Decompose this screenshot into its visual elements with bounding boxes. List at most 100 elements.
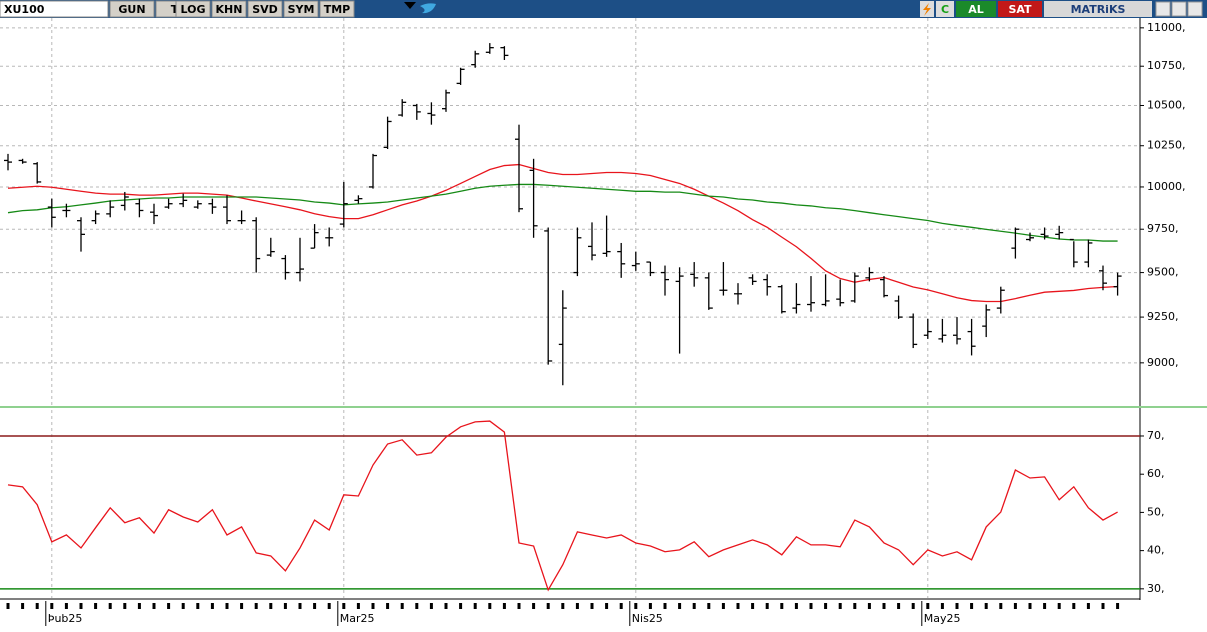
toolbar-button[interactable] — [211, 0, 247, 18]
x-tick — [196, 603, 200, 609]
x-tick — [1072, 603, 1076, 609]
dropdown[interactable] — [404, 2, 416, 9]
y-tick-label: 10000, — [1147, 180, 1186, 193]
x-tick — [1086, 603, 1090, 609]
x-tick — [50, 603, 54, 609]
x-tick — [327, 603, 331, 609]
x-tick — [721, 603, 725, 609]
toolbar-button-label: KHN — [216, 3, 243, 16]
flash-icon — [923, 3, 931, 16]
x-tick — [79, 603, 83, 609]
x-tick — [590, 603, 594, 609]
x-tick — [882, 603, 886, 609]
x-tick — [575, 603, 579, 609]
x-tick — [415, 603, 419, 609]
x-tick — [517, 603, 521, 609]
x-tick — [940, 603, 944, 609]
x-tick — [678, 603, 682, 609]
x-tick — [984, 603, 988, 609]
x-tick — [1057, 603, 1061, 609]
x-tick-label: Þub25 — [48, 612, 83, 625]
toolbar-button-label: LOG — [181, 3, 206, 16]
x-tick — [108, 603, 112, 609]
toolbar-button-label: SVD — [252, 3, 278, 16]
y-tick-label: 10500, — [1147, 98, 1186, 111]
toolbar-button[interactable] — [109, 0, 155, 18]
x-tick — [765, 603, 769, 609]
x-tick — [123, 603, 127, 609]
x-tick — [1101, 603, 1105, 609]
x-tick — [634, 603, 638, 609]
symbol-box[interactable] — [0, 0, 109, 18]
x-tick — [342, 603, 346, 609]
x-tick — [999, 603, 1003, 609]
moving-average-line — [7, 183, 1118, 242]
x-tick — [824, 603, 828, 609]
x-tick-label: Nis25 — [632, 612, 663, 625]
x-tick — [532, 603, 536, 609]
x-tick — [736, 603, 740, 609]
x-tick — [269, 603, 273, 609]
x-tick — [897, 603, 901, 609]
toolbar-button[interactable] — [175, 0, 211, 18]
x-tick — [707, 603, 711, 609]
x-tick — [225, 603, 229, 609]
toolbar-button-label: SYM — [288, 3, 315, 16]
x-tick — [21, 603, 25, 609]
x-tick — [1043, 603, 1047, 609]
x-tick — [298, 603, 302, 609]
x-tick — [853, 603, 857, 609]
y-tick-label: 9250, — [1147, 310, 1179, 323]
toolbar-button[interactable] — [283, 0, 319, 18]
x-tick — [794, 603, 798, 609]
y-tick-label: 11000, — [1147, 21, 1186, 34]
x-tick — [444, 603, 448, 609]
x-tick — [955, 603, 959, 609]
y-tick-label: 60, — [1147, 467, 1165, 480]
x-tick — [502, 603, 506, 609]
toolbar-button-label: TMP — [324, 3, 351, 16]
toolbar-button[interactable] — [319, 0, 355, 18]
sell-label: SAT — [1008, 3, 1032, 16]
buy-button[interactable] — [956, 1, 996, 17]
x-tick — [181, 603, 185, 609]
y-tick-label: 9000, — [1147, 356, 1179, 369]
x-tick — [137, 603, 141, 609]
x-tick — [152, 603, 156, 609]
x-tick — [780, 603, 784, 609]
x-tick — [561, 603, 565, 609]
x-tick — [692, 603, 696, 609]
c-button[interactable] — [936, 1, 954, 17]
x-tick — [371, 603, 375, 609]
y-tick-label: 9500, — [1147, 266, 1179, 279]
x-tick-label: May25 — [924, 612, 961, 625]
x-tick — [459, 603, 463, 609]
sell-button[interactable] — [998, 1, 1042, 17]
y-tick-label: 30, — [1147, 582, 1165, 595]
toolbar-button[interactable] — [247, 0, 283, 18]
twitter-icon[interactable] — [420, 3, 436, 14]
x-tick — [1116, 603, 1120, 609]
x-tick — [751, 603, 755, 609]
brand-box — [1044, 1, 1152, 17]
buy-label: AL — [968, 3, 984, 16]
y-tick-label: 9750, — [1147, 222, 1179, 235]
x-tick — [254, 603, 258, 609]
x-tick — [809, 603, 813, 609]
window-menu[interactable] — [1155, 1, 1171, 17]
x-tick — [313, 603, 317, 609]
y-tick-label: 10250, — [1147, 139, 1186, 152]
y-tick-label: 10750, — [1147, 59, 1186, 72]
x-tick — [1028, 603, 1032, 609]
window-maximize[interactable] — [1187, 1, 1203, 17]
window-minimize[interactable] — [1171, 1, 1187, 17]
x-tick — [35, 603, 39, 609]
x-tick — [473, 603, 477, 609]
brand: MATRiKS — [1071, 3, 1126, 16]
x-tick — [488, 603, 492, 609]
x-tick — [386, 603, 390, 609]
x-tick — [240, 603, 244, 609]
x-tick — [838, 603, 842, 609]
y-tick-label: 70, — [1147, 429, 1165, 442]
